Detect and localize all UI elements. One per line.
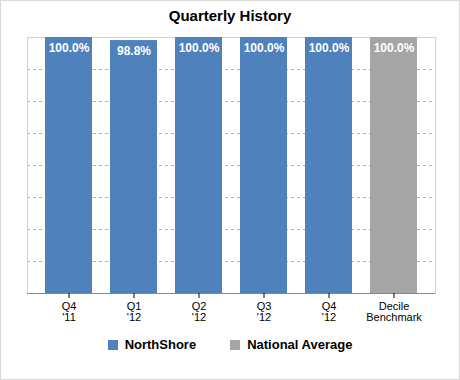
html-text:Quarterly History: Quarterly History — [168, 7, 292, 24]
svg-text:Q4'12: Q4'12 — [322, 300, 337, 323]
svg-text:Q3'12: Q3'12 — [257, 300, 272, 323]
svg-text:Q2'12: Q2'12 — [192, 300, 207, 323]
svg-text:100.0%: 100.0% — [374, 41, 415, 55]
svg-text:100.0%: 100.0% — [179, 41, 220, 55]
svg-text:100.0%: 100.0% — [309, 41, 350, 55]
html-text:National Average: National Average — [247, 337, 353, 352]
svg-text:DecileBenchmark: DecileBenchmark — [366, 300, 422, 323]
html-text:NorthShore: NorthShore — [124, 337, 197, 352]
svg-text:Q4'11: Q4'11 — [62, 300, 77, 323]
svg-text:98.8%: 98.8% — [117, 44, 151, 58]
svg-text:Q1'12: Q1'12 — [127, 300, 142, 323]
svg-text:100.0%: 100.0% — [244, 41, 285, 55]
svg-text:100.0%: 100.0% — [49, 41, 90, 55]
